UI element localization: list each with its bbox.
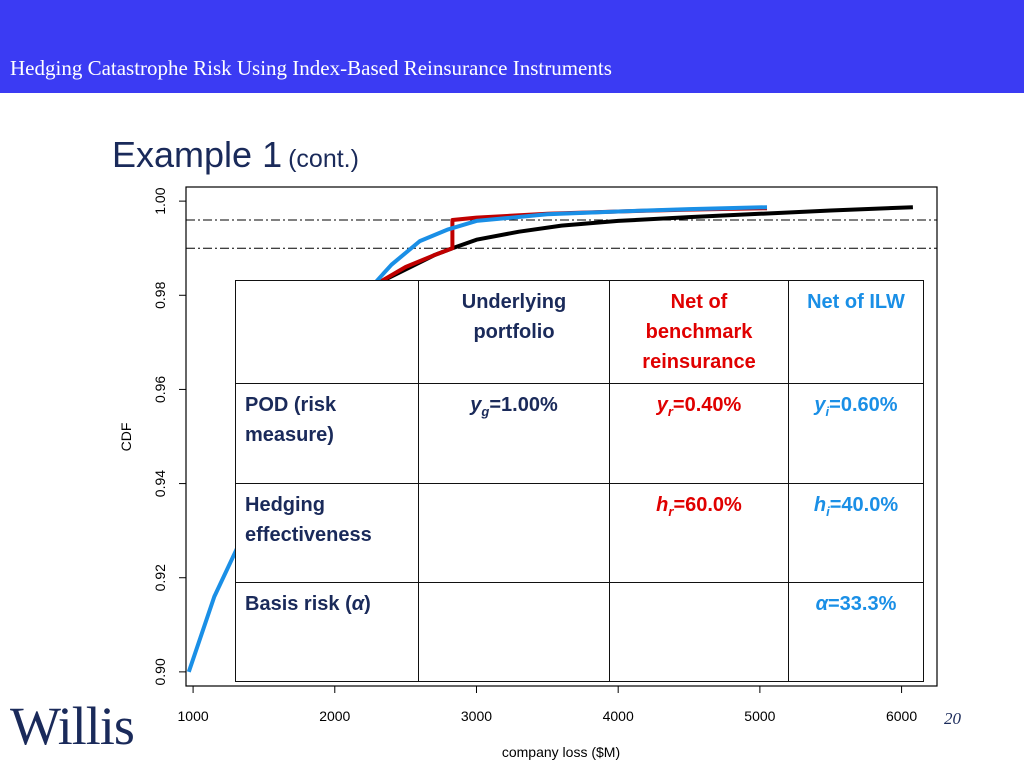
y-tick-label: 0.90 — [152, 658, 168, 685]
table-row: Basis risk (α) α=33.3% — [235, 582, 924, 682]
x-tick-label: 6000 — [886, 708, 917, 724]
table-header-benchmark: Net of benchmark reinsurance — [609, 280, 789, 384]
slide-title: Example 1 (cont.) — [112, 134, 359, 176]
cell-yi: yi=0.60% — [788, 383, 924, 484]
row-label-hedging: Hedging effectiveness — [235, 483, 419, 583]
cell-yr: yr=0.40% — [609, 383, 789, 484]
y-tick-label: 0.96 — [152, 376, 168, 403]
header-title: Hedging Catastrophe Risk Using Index-Bas… — [10, 56, 612, 80]
cell-empty — [418, 483, 610, 583]
table-header-row: Underlying portfolio Net of benchmark re… — [235, 280, 924, 384]
cell-empty — [418, 582, 610, 682]
x-tick-label: 2000 — [319, 708, 350, 724]
plot-frame — [185, 186, 938, 687]
y-axis-label: CDF — [118, 423, 134, 452]
table-header-blank — [235, 280, 419, 384]
x-axis-label: company loss ($M) — [502, 744, 620, 760]
x-tick-label: 3000 — [461, 708, 492, 724]
y-tick-label: 0.98 — [152, 281, 168, 308]
cell-empty — [609, 582, 789, 682]
y-tick-label: 1.00 — [152, 187, 168, 214]
x-tick-label: 5000 — [744, 708, 775, 724]
slide-title-sub: (cont.) — [288, 145, 359, 173]
table-row: POD (risk measure) yg=1.00% yr=0.40% yi=… — [235, 383, 924, 484]
header-bar — [0, 0, 1024, 93]
cell-alpha: α=33.3% — [788, 582, 924, 682]
row-label-pod: POD (risk measure) — [235, 383, 419, 484]
page-number: 20 — [944, 709, 961, 728]
x-tick-label: 1000 — [178, 708, 209, 724]
y-tick-label: 0.92 — [152, 564, 168, 591]
cell-yg: yg=1.00% — [418, 383, 610, 484]
row-label-basis-risk: Basis risk (α) — [235, 582, 419, 682]
y-tick-label: 0.94 — [152, 470, 168, 497]
slide-title-main: Example 1 — [112, 134, 283, 175]
table-header-ilw: Net of ILW — [788, 280, 924, 384]
table-row: Hedging effectiveness hr=60.0% hi=40.0% — [235, 483, 924, 583]
willis-logo: Willis — [10, 696, 135, 756]
results-table: Underlying portfolio Net of benchmark re… — [235, 280, 924, 682]
y-axis: 0.90 0.92 0.94 0.96 0.98 1.00 — [152, 187, 186, 686]
table-header-underlying: Underlying portfolio — [418, 280, 610, 384]
cell-hr: hr=60.0% — [609, 483, 789, 583]
x-tick-label: 4000 — [603, 708, 634, 724]
reference-lines — [186, 219, 937, 249]
cell-hi: hi=40.0% — [788, 483, 924, 583]
x-axis: 1000 2000 3000 4000 5000 6000 — [178, 686, 917, 724]
